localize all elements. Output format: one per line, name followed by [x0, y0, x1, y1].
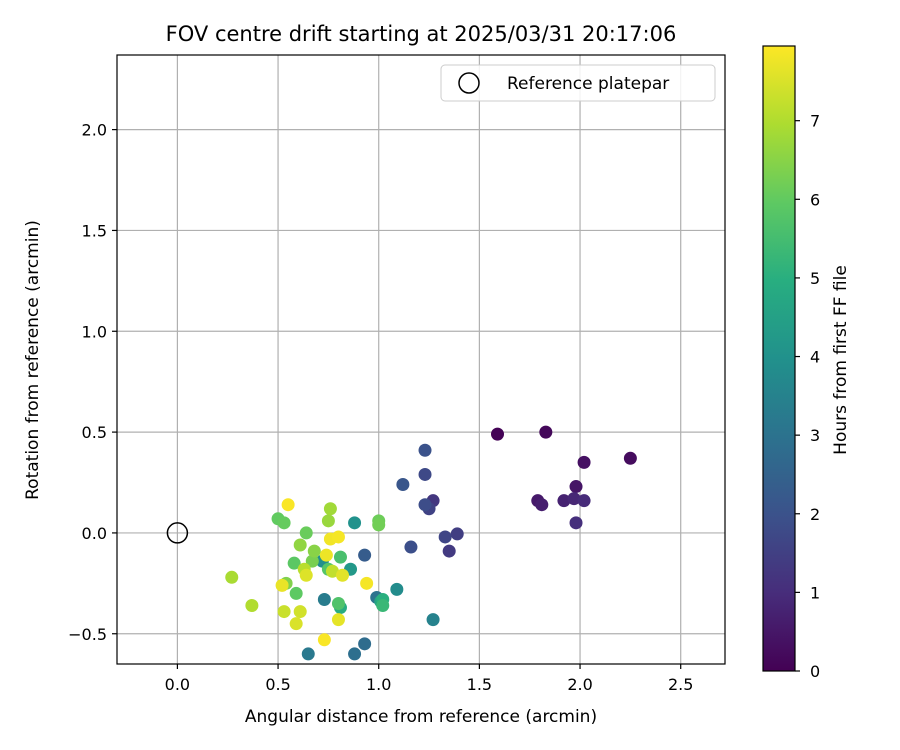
data-point: [281, 498, 295, 512]
x-tick-label: 2.5: [668, 675, 693, 694]
legend-label: Reference platepar: [507, 74, 669, 94]
data-point: [358, 548, 372, 562]
data-point: [323, 502, 337, 516]
data-point: [404, 540, 418, 554]
legend-box: [440, 64, 716, 102]
data-point: [319, 548, 333, 562]
data-point: [277, 605, 291, 619]
colorbar-tick-label: 7: [810, 112, 820, 131]
data-point: [348, 516, 362, 530]
colorbar: 0 1 2 3 4 5 6 7 Hours from first FF file: [762, 45, 851, 681]
x-tick-label: 2.0: [567, 675, 592, 694]
data-point: [623, 451, 637, 465]
data-point: [491, 427, 505, 441]
data-point: [293, 605, 307, 619]
data-point: [331, 597, 345, 611]
plot-frame: [116, 54, 726, 665]
data-point: [438, 530, 452, 544]
data-point: [396, 478, 410, 492]
x-axis-label: Angular distance from reference (arcmin): [245, 707, 597, 727]
colorbar-label: Hours from first FF file: [831, 265, 851, 455]
data-point: [293, 538, 307, 552]
y-tick-label: 1.0: [82, 322, 107, 341]
x-tick-label: 1.0: [366, 675, 391, 694]
data-point: [348, 647, 362, 661]
data-point: [225, 570, 239, 584]
data-point: [567, 492, 581, 506]
data-point: [390, 582, 404, 596]
data-point: [360, 576, 374, 590]
colorbar-tick-label: 3: [810, 426, 820, 445]
data-point: [372, 518, 386, 532]
data-point: [335, 568, 349, 582]
grid: [117, 55, 725, 664]
data-point: [299, 568, 313, 582]
reference-platepar-marker: [166, 522, 189, 544]
y-tick-label: −0.5: [68, 625, 107, 644]
colorbar-gradient: [763, 46, 795, 671]
y-tick-label: 0.5: [82, 423, 107, 442]
legend: Reference platepar: [440, 64, 716, 102]
colorbar-tick-label: 4: [810, 348, 820, 367]
data-point: [418, 443, 432, 457]
colorbar-frame: [762, 45, 796, 672]
data-point: [307, 544, 321, 558]
data-point: [317, 592, 331, 606]
data-point: [245, 599, 259, 613]
x-tick-label: 1.5: [467, 675, 492, 694]
data-point: [333, 550, 347, 564]
data-point: [289, 586, 303, 600]
data-points: [225, 425, 637, 661]
data-point: [301, 647, 315, 661]
y-axis-label: Rotation from reference (arcmin): [23, 220, 43, 500]
data-point: [426, 613, 440, 627]
data-point: [275, 578, 289, 592]
data-point: [450, 527, 464, 541]
data-point: [289, 617, 303, 631]
y-tick-label: 0.0: [82, 524, 107, 543]
colorbar-tick-label: 0: [810, 662, 820, 681]
colorbar-tick-label: 6: [810, 190, 820, 209]
data-point: [535, 498, 549, 512]
data-point: [418, 498, 432, 512]
data-point: [442, 544, 456, 558]
x-axis-ticks: 0.0 0.5 1.0 1.5 2.0 2.5: [165, 664, 693, 694]
data-point: [305, 554, 319, 568]
data-point: [331, 613, 345, 627]
data-point: [358, 637, 372, 651]
data-point: [376, 599, 390, 613]
colorbar-ticks: 0 1 2 3 4 5 6 7: [795, 112, 820, 681]
data-point: [287, 556, 301, 570]
data-point: [539, 425, 553, 439]
data-point: [569, 480, 583, 494]
y-axis-ticks: −0.5 0.0 0.5 1.0 1.5 2.0: [68, 121, 117, 644]
colorbar-tick-label: 1: [810, 583, 820, 602]
x-tick-label: 0.0: [165, 675, 190, 694]
chart-title: FOV centre drift starting at 2025/03/31 …: [166, 22, 677, 46]
x-tick-label: 0.5: [265, 675, 290, 694]
colorbar-tick-label: 2: [810, 505, 820, 524]
y-tick-label: 1.5: [82, 221, 107, 240]
data-point: [331, 530, 345, 544]
colorbar-tick-label: 5: [810, 269, 820, 288]
y-tick-label: 2.0: [82, 121, 107, 140]
data-point: [277, 516, 291, 530]
data-point: [299, 526, 313, 540]
data-point: [321, 514, 335, 528]
data-point: [557, 494, 571, 508]
data-point: [577, 455, 591, 469]
data-point: [577, 494, 591, 508]
legend-marker-icon: [458, 72, 480, 94]
data-point: [418, 467, 432, 481]
data-point: [569, 516, 583, 530]
data-point: [325, 564, 339, 578]
data-point: [317, 633, 331, 647]
